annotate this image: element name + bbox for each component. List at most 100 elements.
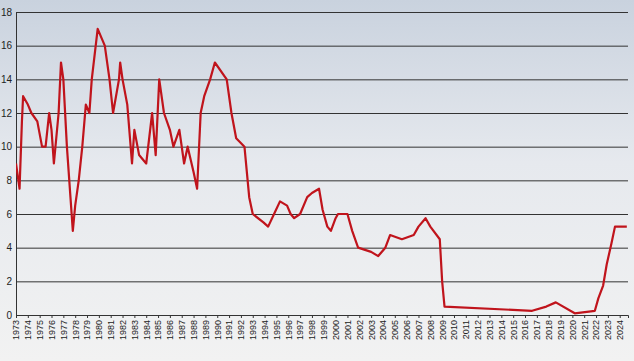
y-tick-label: 8 xyxy=(6,175,12,186)
grid-line xyxy=(16,113,628,114)
x-tick-label: 1999 xyxy=(319,320,329,340)
grid-line xyxy=(16,248,628,249)
x-tick: 2007 xyxy=(414,315,424,340)
x-tick: 1996 xyxy=(284,315,294,340)
x-tick-mark xyxy=(359,315,360,318)
y-tick: 4 xyxy=(6,242,628,253)
x-tick: 1987 xyxy=(177,315,187,340)
y-tick: 18 xyxy=(1,7,628,18)
x-tick: 1975 xyxy=(35,315,45,340)
x-tick-label: 2015 xyxy=(509,320,519,340)
x-tick: 1990 xyxy=(213,315,223,340)
x-tick: 1973 xyxy=(11,315,21,340)
x-tick-label: 2016 xyxy=(520,320,530,340)
x-tick-label: 2011 xyxy=(461,320,471,339)
x-tick-mark xyxy=(596,315,597,318)
x-tick-mark xyxy=(123,315,124,318)
y-axis: 024681012141618 xyxy=(1,7,628,321)
x-tick-label: 1997 xyxy=(295,320,305,340)
x-tick-mark xyxy=(87,315,88,318)
x-tick-mark xyxy=(608,315,609,318)
x-tick-mark xyxy=(241,315,242,318)
x-tick-mark xyxy=(99,315,100,318)
x-tick: 2002 xyxy=(355,315,365,340)
x-tick: 1976 xyxy=(47,315,57,340)
x-tick: 2023 xyxy=(603,315,613,340)
x-tick-mark xyxy=(490,315,491,318)
x-tick: 2021 xyxy=(580,315,590,340)
x-tick-mark xyxy=(454,315,455,318)
x-tick-label: 2008 xyxy=(426,320,436,340)
x-tick-mark xyxy=(75,315,76,318)
x-tick: 2006 xyxy=(402,315,412,340)
x-tick-mark xyxy=(217,315,218,318)
x-tick: 1984 xyxy=(142,315,152,340)
y-tick-label: 0 xyxy=(6,310,12,321)
y-tick-label: 6 xyxy=(6,209,12,220)
x-tick-mark xyxy=(525,315,526,318)
x-tick-mark xyxy=(111,315,112,318)
x-tick-label: 2009 xyxy=(438,320,448,340)
x-tick-mark xyxy=(134,315,135,318)
x-tick-mark xyxy=(584,315,585,318)
grid-line xyxy=(16,12,628,13)
grid-line xyxy=(16,79,628,80)
y-tick: 14 xyxy=(1,74,628,85)
x-tick: 1977 xyxy=(59,315,69,340)
x-tick-label: 1993 xyxy=(248,320,258,340)
x-axis-line xyxy=(17,316,629,319)
x-tick-label: 2020 xyxy=(568,320,578,340)
x-tick-label: 1973 xyxy=(11,320,21,340)
x-tick: 1988 xyxy=(189,315,199,340)
x-tick: 2017 xyxy=(532,315,542,340)
x-tick-mark xyxy=(288,315,289,318)
x-tick-mark xyxy=(336,315,337,318)
x-tick-label: 1980 xyxy=(94,320,104,340)
y-tick: 2 xyxy=(6,276,628,287)
x-tick-mark xyxy=(418,315,419,318)
x-tick-label: 1986 xyxy=(165,320,175,340)
x-tick-label: 1978 xyxy=(71,320,81,340)
x-tick: 1983 xyxy=(130,315,140,340)
x-tick-label: 1974 xyxy=(23,320,33,340)
x-tick: 1998 xyxy=(307,315,317,340)
x-tick: 1994 xyxy=(260,315,270,340)
y-axis-line xyxy=(17,13,629,316)
x-tick: 1992 xyxy=(236,315,246,340)
x-tick-label: 2003 xyxy=(367,320,377,340)
y-tick-label: 14 xyxy=(1,74,13,85)
x-tick: 1978 xyxy=(71,315,81,340)
x-tick-mark xyxy=(430,315,431,318)
x-tick-mark xyxy=(146,315,147,318)
x-tick: 2011 xyxy=(461,315,471,339)
x-tick-label: 2019 xyxy=(556,320,566,340)
x-tick-label: 1987 xyxy=(177,320,187,340)
x-tick-label: 1981 xyxy=(106,320,116,340)
x-tick-label: 1995 xyxy=(272,320,282,340)
x-tick-label: 2021 xyxy=(580,320,590,340)
x-tick-mark xyxy=(170,315,171,318)
x-tick: 2020 xyxy=(568,315,578,340)
grid-line xyxy=(16,281,628,282)
x-tick-label: 2001 xyxy=(343,320,353,340)
y-tick-label: 10 xyxy=(1,141,13,152)
x-tick: 1993 xyxy=(248,315,258,340)
x-tick-mark xyxy=(407,315,408,318)
rate-line xyxy=(16,29,627,313)
grid-line xyxy=(16,147,628,148)
y-tick-label: 4 xyxy=(6,242,12,253)
x-tick-label: 1985 xyxy=(153,320,163,340)
y-tick-label: 2 xyxy=(6,276,12,287)
x-tick-mark xyxy=(347,315,348,318)
x-tick-label: 1975 xyxy=(35,320,45,340)
x-tick-mark xyxy=(466,315,467,318)
x-tick-label: 1994 xyxy=(260,320,270,340)
x-tick-mark xyxy=(324,315,325,318)
x-tick: 1986 xyxy=(165,315,175,340)
x-tick: 2008 xyxy=(426,315,436,340)
x-tick-mark xyxy=(158,315,159,318)
y-tick-label: 12 xyxy=(1,108,13,119)
x-tick-mark xyxy=(40,315,41,318)
x-tick: 1995 xyxy=(272,315,282,340)
x-tick: 1989 xyxy=(201,315,211,340)
